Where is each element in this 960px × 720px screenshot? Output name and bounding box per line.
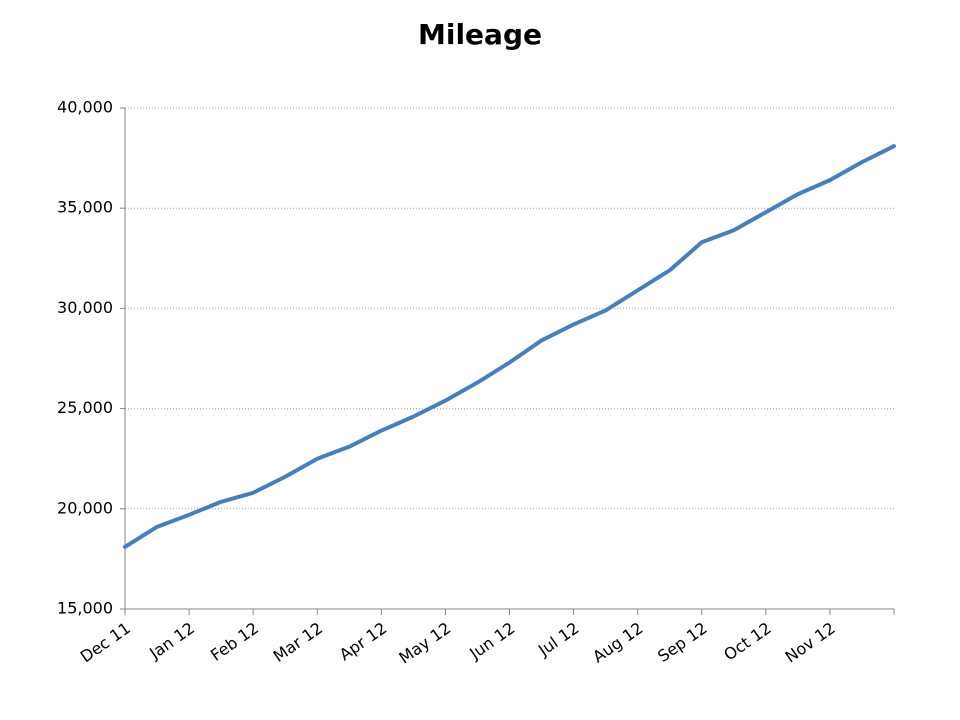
x-tick-label: Apr 12 (336, 618, 390, 664)
x-tick-label: Dec 11 (77, 618, 134, 666)
x-tick-label: May 12 (395, 618, 454, 667)
y-tick-label: 35,000 (57, 198, 113, 217)
y-tick-label: 15,000 (57, 599, 113, 618)
x-tick-label: Jun 12 (465, 618, 518, 663)
y-tick-label: 30,000 (57, 298, 113, 317)
x-tick-label: Jul 12 (534, 618, 582, 660)
x-tick-label: Sep 12 (654, 618, 710, 665)
y-tick-label: 25,000 (57, 398, 113, 417)
x-tick-label: Jan 12 (145, 618, 198, 663)
x-tick-label: Feb 12 (207, 618, 262, 664)
x-tick-label: Mar 12 (270, 618, 326, 665)
x-tick-label: Aug 12 (589, 618, 646, 666)
y-tick-label: 20,000 (57, 498, 113, 517)
x-tick-label: Nov 12 (781, 618, 838, 666)
y-tick-label: 40,000 (57, 98, 113, 117)
data-line (123, 144, 896, 549)
x-tick-label: Oct 12 (720, 618, 774, 664)
chart-title: Mileage (418, 18, 542, 51)
